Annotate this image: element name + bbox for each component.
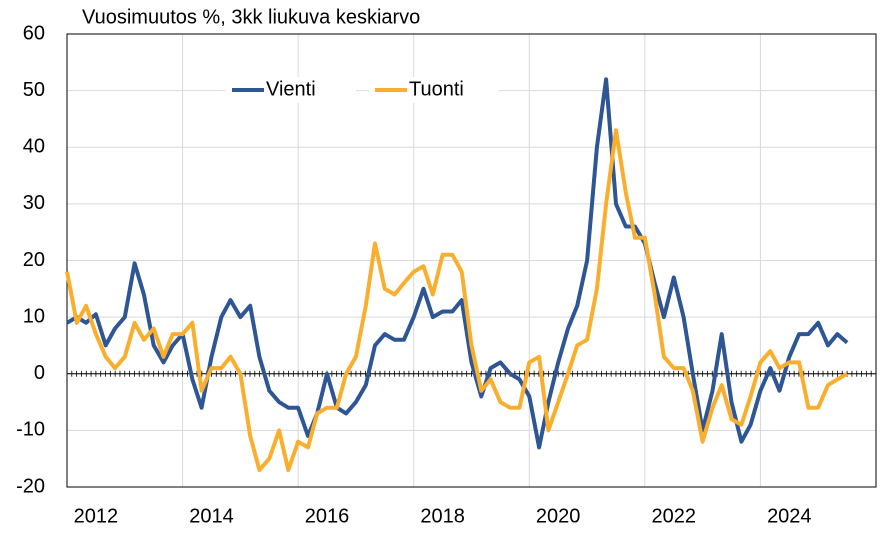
y-tick-label: 0 — [34, 362, 45, 384]
x-tick-label: 2020 — [536, 505, 581, 527]
y-tick-label: 10 — [23, 305, 45, 327]
series-line — [65, 77, 849, 450]
x-tick-label: 2014 — [189, 505, 234, 527]
y-tick-label: -10 — [16, 419, 45, 441]
y-tick-label: 40 — [23, 136, 45, 158]
x-tick-label: 2016 — [305, 505, 350, 527]
y-tick-label: 50 — [23, 79, 45, 101]
y-tick-label: 30 — [23, 192, 45, 214]
x-tick-label: 2022 — [652, 505, 697, 527]
y-tick-label: -20 — [16, 475, 45, 497]
y-tick-label: 20 — [23, 249, 45, 271]
y-tick-label: 60 — [23, 22, 45, 44]
series-line — [65, 128, 849, 472]
chart-title: Vuosimuutos %, 3kk liukuva keskiarvo — [82, 6, 420, 28]
legend-label: Tuonti — [409, 78, 464, 100]
x-tick-label: 2012 — [74, 505, 119, 527]
legend-label: Vienti — [266, 78, 316, 100]
plot-frame — [66, 33, 877, 488]
x-tick-label: 2018 — [420, 505, 465, 527]
x-tick-label: 2024 — [767, 505, 812, 527]
